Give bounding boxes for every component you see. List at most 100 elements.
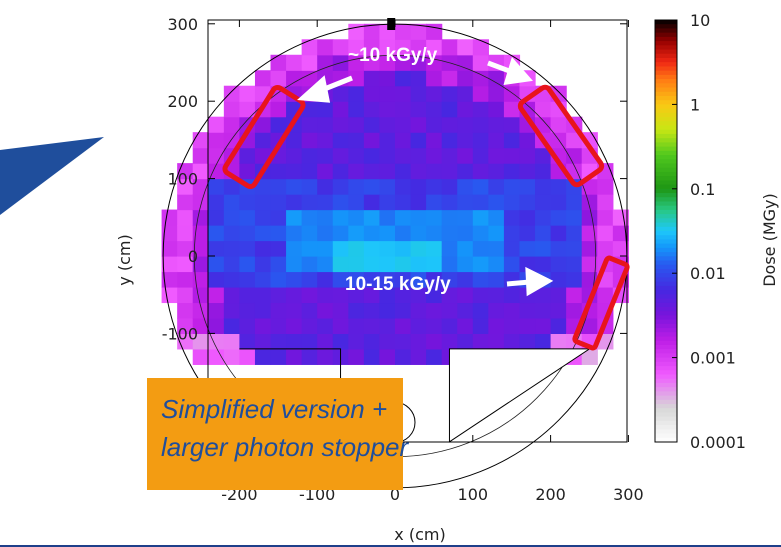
heatmap-cell [348, 286, 365, 304]
heatmap-cell [317, 54, 334, 71]
colorbar-segment [655, 340, 677, 346]
heatmap-cell [488, 132, 505, 149]
heatmap-cell [503, 256, 521, 273]
colorbar-segment [655, 328, 677, 333]
heatmap-cell [441, 147, 458, 164]
heatmap-cell [317, 317, 334, 334]
heatmap-cell [488, 70, 505, 87]
heatmap-cell [317, 271, 334, 288]
heatmap-cell [535, 333, 552, 350]
heatmap-cell [441, 85, 458, 102]
heatmap-cell [208, 286, 225, 304]
heatmap-cell [239, 348, 256, 365]
heatmap-cell [503, 147, 521, 164]
colorbar-tick-label: 0.0001 [690, 433, 746, 452]
heatmap-cell [208, 147, 225, 164]
heatmap-cell [332, 178, 349, 195]
colorbar-segment [655, 121, 677, 127]
heatmap-cell [488, 178, 505, 195]
heatmap-cell [223, 116, 240, 133]
colorbar-segment [655, 171, 677, 177]
colorbar-segment [655, 256, 677, 262]
heatmap-cell [472, 116, 489, 133]
heatmap-cell [192, 256, 209, 273]
plot-frame [207, 19, 628, 443]
heatmap-cell [363, 209, 381, 226]
heatmap-cell [472, 240, 489, 257]
heatmap-cell [519, 147, 536, 164]
heatmap-cell [270, 271, 287, 288]
heatmap-cell [192, 147, 209, 164]
heatmap-cell [535, 101, 552, 118]
heatmap-cell [286, 256, 303, 273]
heatmap-cell [410, 286, 427, 304]
heatmap-cell [270, 209, 287, 226]
heatmap-cell [161, 240, 178, 257]
heatmap-cell [519, 317, 536, 334]
heatmap-cell [301, 132, 318, 149]
heatmap-cell [410, 194, 427, 211]
heatmap-cell [441, 132, 458, 149]
heatmap-cell [519, 225, 536, 242]
colorbar-segment [655, 336, 677, 342]
colorbar-segment [655, 298, 677, 304]
colorbar-segment [655, 180, 677, 186]
colorbar-segment [655, 374, 677, 380]
heatmap-cell [457, 147, 474, 164]
heatmap-cell [472, 286, 489, 304]
heatmap-cell [519, 302, 536, 319]
colorbar-segment [655, 378, 677, 384]
heatmap-cell [270, 348, 287, 365]
heatmap-cell [348, 178, 365, 195]
heatmap-cell [503, 225, 521, 242]
heatmap-cell [457, 163, 474, 180]
heatmap-cell [161, 209, 178, 226]
y-tick-label: 200 [167, 92, 198, 111]
x-tick-label: 200 [535, 485, 566, 504]
heatmap-cell [208, 333, 225, 350]
heatmap-cell [317, 240, 334, 257]
colorbar-segment [655, 420, 677, 426]
heatmap-cell [286, 240, 303, 257]
heatmap-cell [488, 333, 505, 350]
heatmap-cell [239, 209, 256, 226]
heatmap-cell [519, 240, 536, 257]
heatmap-cell [286, 317, 303, 334]
heatmap-cell [395, 256, 412, 273]
heatmap-cell [457, 240, 474, 257]
heatmap-cell [348, 70, 365, 87]
heatmap-cell [441, 317, 458, 334]
y-tick-label: 300 [167, 15, 198, 34]
colorbar-segment [655, 416, 677, 422]
highlight-boxes [222, 84, 630, 351]
heatmap-cell [239, 225, 256, 242]
heatmap-cell [332, 147, 349, 164]
heatmap-cell [441, 70, 458, 87]
colorbar-segment [655, 412, 677, 418]
heatmap-cell [254, 286, 272, 304]
heatmap-cell [317, 256, 334, 273]
colorbar-segment [655, 155, 677, 160]
heatmap-cell [192, 302, 209, 319]
heatmap-cell [348, 348, 365, 365]
colorbar-segment [655, 218, 677, 224]
colorbar-segment [655, 315, 677, 321]
heatmap-cell [379, 132, 396, 149]
heatmap-cell [550, 194, 567, 211]
heatmap-cell [410, 116, 427, 133]
colorbar-segment [655, 222, 677, 228]
heatmap-cell [566, 256, 583, 273]
heatmap-cell [286, 348, 303, 365]
heatmap-cell [472, 132, 489, 149]
heatmap-cell [363, 240, 381, 257]
heatmap-cell [301, 70, 318, 87]
heatmap-cell [410, 317, 427, 334]
top-marker [387, 18, 396, 30]
heatmap-cell [270, 333, 287, 350]
heatmap-cell [363, 163, 381, 180]
heatmap-cell [457, 70, 474, 87]
heatmap-cell [177, 286, 194, 304]
heatmap-cell [348, 101, 365, 118]
heatmap-cell [426, 194, 443, 211]
heatmap-cell [519, 178, 536, 195]
